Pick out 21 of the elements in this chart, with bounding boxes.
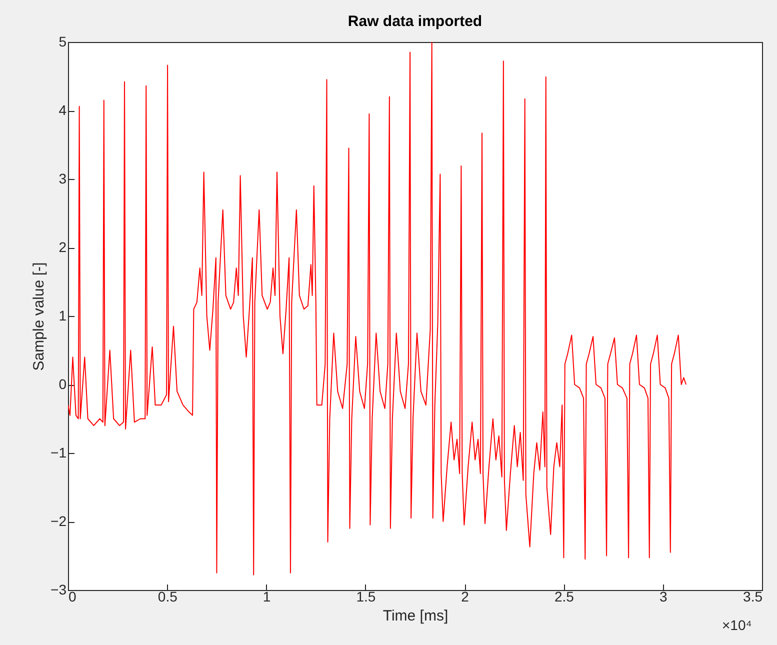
x-tick-label: 0.5 bbox=[158, 588, 178, 604]
x-tick-label: 3 bbox=[659, 588, 668, 604]
y-tick-label: −3 bbox=[50, 582, 67, 598]
x-tick-label: 1 bbox=[262, 588, 271, 604]
y-tick-label: 5 bbox=[58, 34, 67, 50]
y-tick-label: 1 bbox=[58, 308, 67, 324]
x-axis-title: Time [ms] bbox=[382, 608, 448, 624]
x-tick-label: 1.5 bbox=[356, 588, 376, 604]
y-tick-label: 4 bbox=[58, 102, 67, 118]
line-series bbox=[68, 42, 687, 576]
chart-title: Raw data imported bbox=[348, 13, 482, 30]
y-tick-label: −1 bbox=[50, 444, 67, 460]
x-tick-label: 3.5 bbox=[743, 588, 763, 604]
y-tick-label: −2 bbox=[50, 513, 67, 529]
x-tick-label: 2.5 bbox=[554, 588, 574, 604]
text: ×10⁴ bbox=[722, 617, 752, 633]
y-tick-label: 2 bbox=[58, 239, 67, 255]
y-axis-title: Sample value [-] bbox=[30, 262, 48, 371]
y-tick-label: 0 bbox=[58, 376, 67, 392]
y-tick-label: 3 bbox=[58, 170, 67, 186]
x-tick-label: 2 bbox=[461, 588, 470, 604]
